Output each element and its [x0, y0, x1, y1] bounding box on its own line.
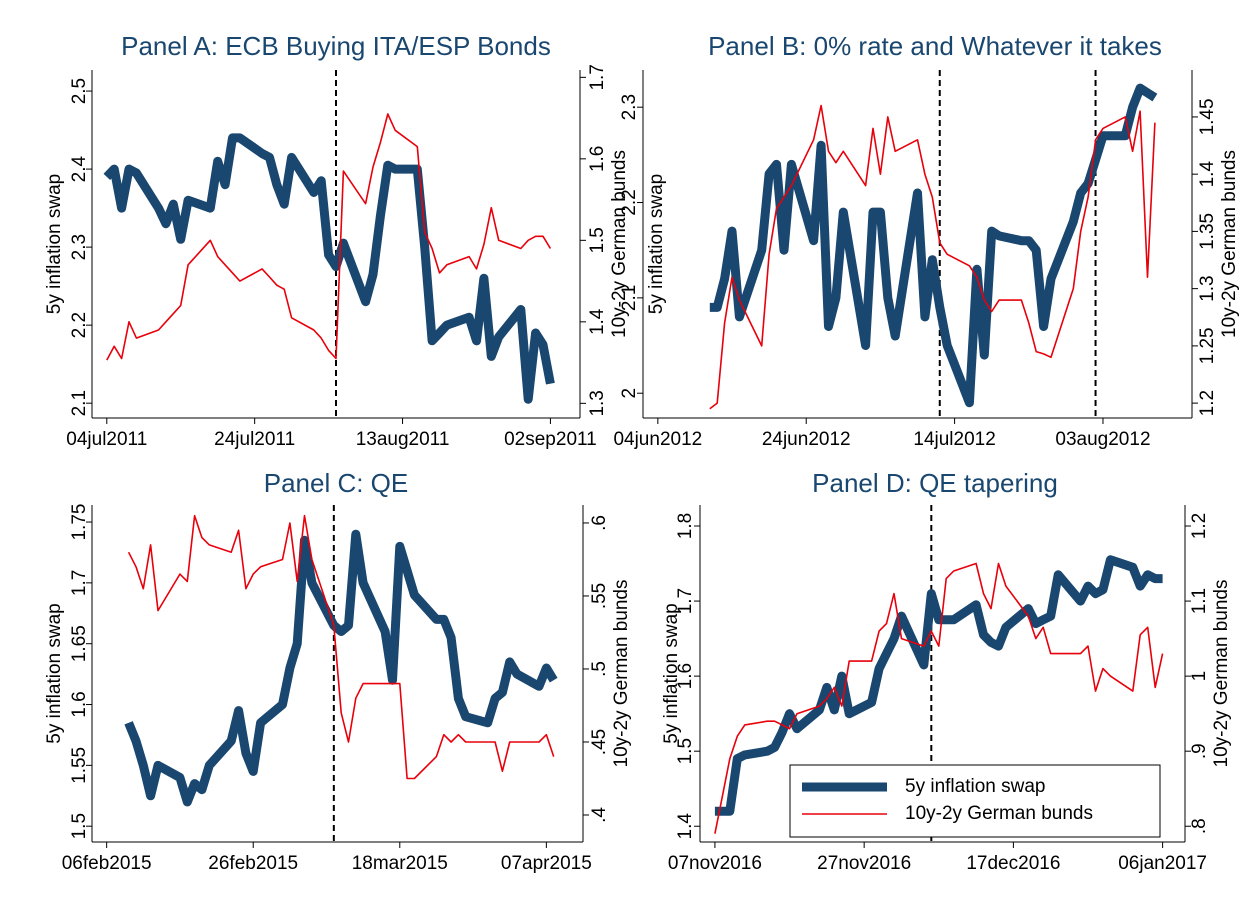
- y2-axis-title: 10y-2y German bunds: [1219, 150, 1240, 338]
- y2-tick-label: 1.35: [1197, 213, 1218, 250]
- legend-label: 5y inflation swap: [905, 776, 1045, 797]
- y-tick-label: 2: [619, 388, 640, 399]
- y-tick-label: 2.1: [69, 390, 90, 416]
- y2-tick-label: 1.4: [1197, 161, 1218, 188]
- x-tick-label: 06feb2015: [62, 853, 152, 874]
- y-tick-label: 2.4: [69, 155, 90, 182]
- x-tick-label: 06jan2017: [1118, 853, 1207, 874]
- y2-tick-label: .45: [589, 729, 610, 755]
- x-tick-label: 04jun2012: [613, 429, 702, 450]
- y-tick-label: 1.7: [675, 588, 696, 614]
- y2-axis-title: 10y-2y German bunds: [609, 150, 630, 338]
- y2-tick-label: 1.2: [1189, 513, 1210, 539]
- series-line: [103, 133, 555, 404]
- y-tick-label: 2.2: [619, 189, 640, 215]
- y2-tick-label: .9: [1189, 743, 1210, 759]
- y-tick-label: 2.2: [69, 312, 90, 338]
- y2-tick-label: 1.2: [1197, 390, 1218, 416]
- y2-axis-title: 10y-2y German bunds: [1211, 580, 1232, 768]
- y-tick-label: 2.5: [69, 78, 90, 104]
- series-line: [709, 104, 1156, 410]
- y-tick-label: 1.75: [69, 504, 90, 541]
- y-tick-label: 1.4: [675, 813, 696, 840]
- series-line: [709, 83, 1158, 408]
- y2-tick-label: .8: [1189, 818, 1210, 834]
- y2-tick-label: 1.45: [1197, 98, 1218, 135]
- series-line: [127, 514, 555, 780]
- panel-title: Panel B: 0% rate and Whatever it takes: [708, 31, 1162, 61]
- y-tick-label: 1.65: [69, 625, 90, 662]
- x-tick-label: 26feb2015: [208, 853, 298, 874]
- x-tick-label: 14jul2012: [913, 429, 995, 450]
- y2-tick-label: 1.6: [587, 146, 608, 172]
- series-line: [106, 113, 552, 361]
- y2-tick-label: 1.3: [587, 390, 608, 416]
- y2-tick-label: 1.4: [587, 308, 608, 335]
- panel-title: Panel A: ECB Buying ITA/ESP Bonds: [121, 31, 551, 61]
- panel-title: Panel D: QE tapering: [812, 468, 1058, 498]
- y2-tick-label: 1.3: [1197, 275, 1218, 301]
- legend-box: [789, 764, 1161, 838]
- y2-tick-label: .6: [589, 515, 610, 531]
- x-tick-label: 04jul2011: [66, 429, 147, 450]
- y-axis-title: 5y inflation swap: [44, 603, 65, 743]
- x-tick-label: 02sep2011: [504, 429, 597, 450]
- y2-tick-label: 1.25: [1197, 327, 1218, 364]
- x-tick-label: 07apr2015: [501, 853, 592, 874]
- panel-title: Panel C: QE: [264, 468, 409, 498]
- series-line: [124, 529, 558, 807]
- x-tick-label: 27nov2016: [817, 853, 911, 874]
- y-tick-label: 1.7: [69, 570, 90, 596]
- y2-tick-label: .55: [589, 583, 610, 609]
- y2-tick-label: 1.7: [587, 64, 608, 90]
- y-tick-label: 1.5: [69, 813, 90, 839]
- y2-tick-label: .5: [589, 661, 610, 677]
- y-tick-label: 1.5: [675, 738, 696, 764]
- y-tick-label: 1.8: [675, 513, 696, 539]
- x-tick-label: 17dec2016: [966, 853, 1060, 874]
- legend-label: 10y-2y German bunds: [905, 803, 1093, 824]
- x-tick-label: 07nov2016: [668, 853, 762, 874]
- x-tick-label: 18mar2015: [352, 853, 448, 874]
- y-axis-title: 5y inflation swap: [661, 603, 682, 743]
- x-tick-label: 13aug2011: [356, 429, 450, 450]
- y2-tick-label: 1.5: [587, 227, 608, 253]
- y-tick-label: 1.6: [675, 663, 696, 689]
- y2-axis-title: 10y-2y German bunds: [611, 580, 632, 768]
- y2-tick-label: .4: [589, 807, 610, 823]
- series-line: [714, 562, 1164, 834]
- x-tick-label: 24jun2012: [762, 429, 851, 450]
- y-tick-label: 2.1: [619, 285, 640, 311]
- y-tick-label: 1.6: [69, 691, 90, 717]
- y2-tick-label: 1: [1189, 671, 1210, 682]
- x-tick-label: 03aug2012: [1055, 429, 1150, 450]
- y-axis-title: 5y inflation swap: [646, 174, 667, 314]
- x-tick-label: 24jul2011: [214, 429, 295, 450]
- y-axis-title: 5y inflation swap: [44, 174, 65, 314]
- y-tick-label: 1.55: [69, 747, 90, 784]
- y-tick-label: 2.3: [69, 234, 90, 260]
- y-tick-label: 2.3: [619, 94, 640, 120]
- y2-tick-label: 1.1: [1189, 588, 1210, 614]
